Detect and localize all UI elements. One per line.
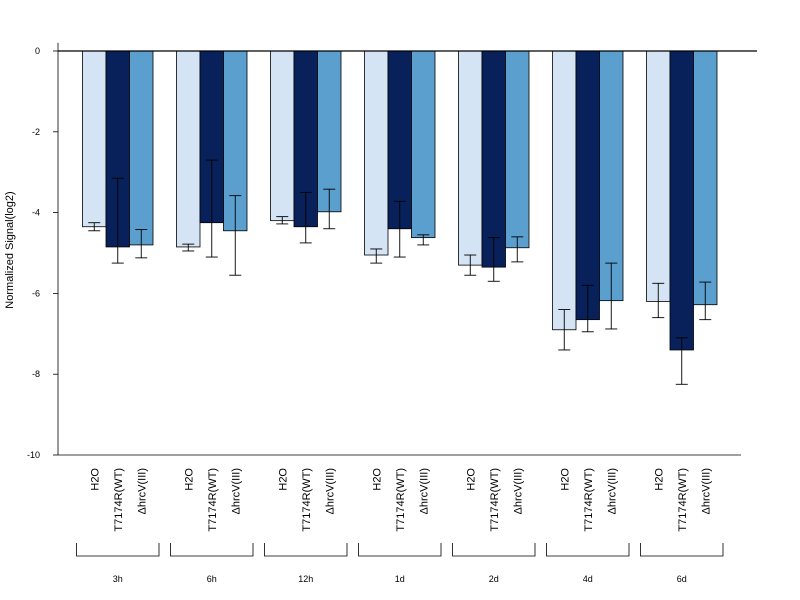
group-bracket (640, 543, 724, 557)
category-label: ΔhrcV(III) (136, 468, 148, 514)
bar-1d-0 (364, 50, 389, 256)
error-bars-layer (88, 159, 712, 385)
bar-4d-0 (552, 50, 577, 331)
category-label: ΔhrcV(III) (606, 468, 618, 514)
group-bracket (546, 543, 630, 557)
category-label: T7174R(WT) (113, 468, 125, 532)
y-tick-label: -6 (32, 288, 40, 298)
group-bracket (170, 543, 254, 557)
bar-2d-1 (481, 50, 506, 268)
bar-2d-0 (458, 50, 483, 266)
category-label: H2O (277, 468, 289, 491)
category-label: T7174R(WT) (395, 468, 407, 532)
y-tick-label: 0 (35, 46, 40, 56)
category-label: T7174R(WT) (301, 468, 313, 532)
bar-1d-2 (411, 50, 436, 239)
bar-3h-0 (82, 50, 107, 228)
bar-4d-1 (575, 50, 600, 321)
bar-6h-0 (176, 50, 201, 248)
category-label: ΔhrcV(III) (418, 468, 430, 514)
bar-6d-0 (646, 50, 671, 302)
group-label: 1d (395, 574, 405, 584)
category-label: T7174R(WT) (489, 468, 501, 532)
bar-12h-2 (317, 50, 342, 213)
group-label: 4d (583, 574, 593, 584)
category-label: ΔhrcV(III) (230, 468, 242, 514)
bar-12h-0 (270, 50, 295, 222)
category-label: ΔhrcV(III) (700, 468, 712, 514)
category-label: T7174R(WT) (677, 468, 689, 532)
category-label: T7174R(WT) (207, 468, 219, 532)
category-label: H2O (465, 468, 477, 491)
y-tick-label: -2 (32, 127, 40, 137)
group-label: 3h (113, 574, 123, 584)
category-label: H2O (559, 468, 571, 491)
group-label: 6h (207, 574, 217, 584)
group-bracket (76, 543, 160, 557)
group-bracket (358, 543, 442, 557)
category-label: H2O (371, 468, 383, 491)
group-label: 2d (489, 574, 499, 584)
category-label: H2O (653, 468, 665, 491)
y-tick-label: -8 (32, 369, 40, 379)
group-bracket (264, 543, 348, 557)
category-label: H2O (89, 468, 101, 491)
y-axis-label: Normalized Signal(log2) (4, 191, 16, 308)
bars-layer (82, 50, 718, 351)
y-tick-label: -10 (27, 450, 40, 460)
category-labels-layer: H2O T7174R(WT) ΔhrcV(III) 3h H2O T7174R(WT) Δh… (76, 468, 724, 584)
group-label: 6d (677, 574, 687, 584)
category-label: H2O (183, 468, 195, 491)
y-tick-label: -4 (32, 208, 40, 218)
bar-3h-2 (129, 50, 154, 246)
category-label: ΔhrcV(III) (324, 468, 336, 514)
bar-2d-2 (505, 50, 530, 249)
category-label: T7174R(WT) (583, 468, 595, 532)
group-bracket (452, 543, 536, 557)
bar-6d-1 (669, 50, 694, 351)
category-label: ΔhrcV(III) (512, 468, 524, 514)
bar-6d-2 (693, 50, 718, 306)
axes-layer: 0 -2 -4 -6 -8 -10 (27, 42, 757, 460)
group-label: 12h (298, 574, 313, 584)
